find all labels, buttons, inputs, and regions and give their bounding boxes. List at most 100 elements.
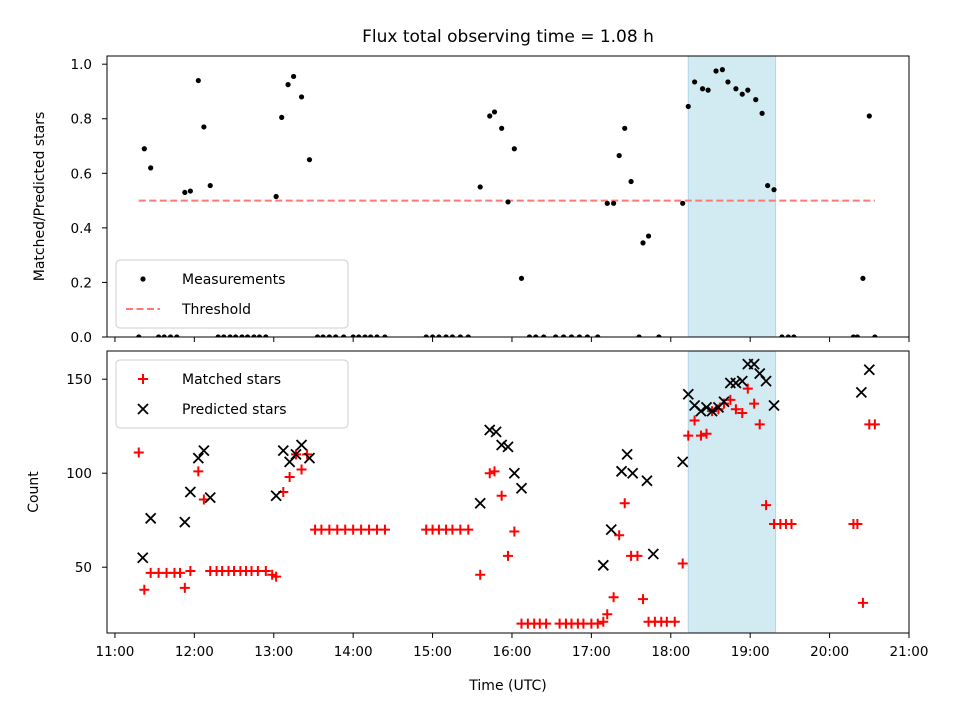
point [179, 582, 190, 593]
y-axis-title: Matched/Predicted stars [32, 112, 48, 282]
point [568, 334, 575, 337]
x-tick-label: 17:00 [572, 644, 611, 660]
point [656, 334, 662, 337]
point [193, 466, 204, 477]
point [279, 114, 285, 120]
point [256, 334, 263, 337]
point [239, 334, 245, 337]
x-tick-label: 12:00 [175, 644, 214, 660]
point [619, 498, 630, 509]
point [701, 428, 712, 439]
plot-area [136, 56, 878, 337]
point [699, 86, 706, 92]
point [302, 449, 313, 460]
point [680, 200, 686, 206]
y-tick-label: 150 [66, 372, 92, 388]
point [592, 618, 603, 629]
point [541, 334, 547, 337]
point [449, 334, 456, 337]
point [645, 233, 652, 239]
y-tick-label: 0.8 [71, 112, 92, 128]
legend-box [115, 359, 349, 429]
point [475, 569, 486, 580]
point [487, 113, 493, 119]
point [303, 452, 316, 464]
point [597, 559, 609, 571]
point [682, 388, 694, 400]
point [508, 467, 520, 479]
point [692, 79, 698, 85]
point [719, 67, 725, 73]
point [227, 334, 233, 337]
point [215, 334, 221, 337]
panel-2: 50 100 150 11:00 12:00 13:00 14:00 15:00 16:00 17… [26, 350, 928, 660]
point [641, 475, 653, 487]
x-tick-label: 16:00 [493, 644, 532, 660]
point [502, 441, 514, 453]
point [457, 334, 463, 337]
point [779, 334, 785, 337]
point [860, 275, 866, 281]
point [863, 364, 875, 376]
point [161, 334, 167, 337]
point [733, 86, 739, 92]
point [765, 182, 771, 189]
point [683, 430, 694, 441]
point [677, 558, 688, 569]
point [754, 419, 765, 430]
point [436, 334, 442, 337]
point [175, 567, 186, 578]
point [598, 616, 609, 627]
point [706, 405, 718, 417]
point [496, 439, 508, 451]
point [760, 375, 772, 387]
legend-marker [140, 276, 146, 282]
point [139, 584, 150, 595]
point [854, 334, 860, 337]
point [669, 616, 680, 627]
chart-title: Flux total observing time = 1.08 h [362, 27, 654, 47]
y-tick-label: 1.0 [71, 57, 92, 73]
point [553, 334, 559, 337]
point [748, 358, 760, 370]
point [637, 594, 648, 605]
point [496, 490, 507, 501]
y-tick-label: 0.0 [71, 330, 92, 346]
legend-label: Threshold [181, 302, 251, 318]
point [141, 146, 147, 152]
point [271, 571, 282, 582]
point [320, 334, 326, 337]
y-tick-label: 0.2 [71, 275, 92, 291]
point [477, 184, 483, 190]
legend-label: Matched stars [182, 372, 281, 388]
point [608, 592, 619, 603]
point [616, 152, 622, 159]
point [560, 334, 567, 337]
point [198, 445, 210, 457]
point [730, 377, 742, 389]
point [742, 383, 753, 394]
x-tick-label: 15:00 [413, 644, 452, 660]
point [736, 375, 748, 387]
point [872, 334, 878, 337]
point [503, 550, 513, 561]
point [677, 456, 689, 468]
point [533, 334, 539, 337]
x-tick-label: 11:00 [95, 644, 134, 660]
point [489, 466, 500, 477]
point [184, 486, 197, 498]
point [148, 165, 154, 171]
point [270, 490, 282, 502]
point [423, 334, 429, 337]
x-tick-label: 13:00 [254, 644, 293, 660]
point [786, 518, 797, 529]
point [705, 87, 711, 93]
panel-frame [106, 350, 910, 634]
point [333, 334, 339, 337]
point [179, 516, 191, 528]
point [491, 109, 498, 115]
point [718, 396, 730, 408]
point [136, 334, 142, 337]
point [174, 334, 180, 337]
point [167, 334, 174, 337]
